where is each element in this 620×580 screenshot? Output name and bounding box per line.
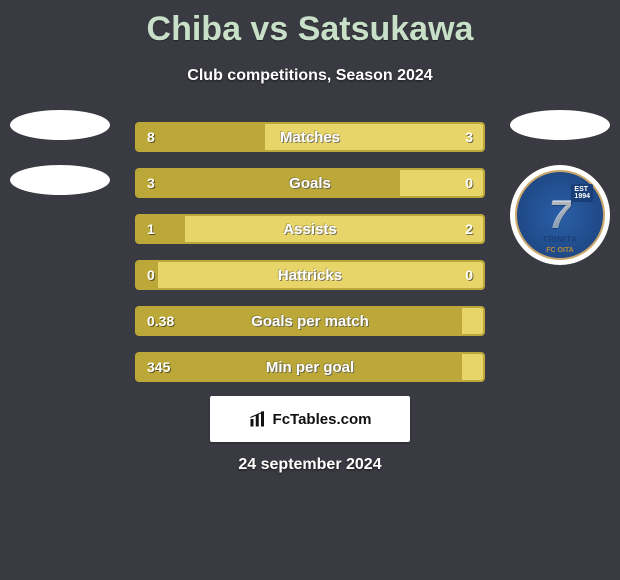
stat-label: Matches bbox=[137, 124, 483, 150]
avatar-placeholder-icon bbox=[10, 110, 110, 140]
stat-value-right: 0 bbox=[465, 170, 473, 196]
fctables-badge: FcTables.com bbox=[210, 396, 410, 442]
chart-icon bbox=[249, 410, 267, 428]
player-right: EST 1994 7 TRINITA FC OITA bbox=[510, 110, 610, 265]
stat-label: Goals per match bbox=[137, 308, 483, 334]
stat-label: Assists bbox=[137, 216, 483, 242]
crest-band-upper: TRINITA bbox=[523, 235, 597, 244]
stat-row: Hattricks0 0 bbox=[135, 260, 485, 290]
stat-row: Matches8 3 bbox=[135, 122, 485, 152]
player-left bbox=[10, 110, 110, 220]
stat-value-left: 0 bbox=[147, 262, 155, 288]
stat-label: Hattricks bbox=[137, 262, 483, 288]
fctables-label: FcTables.com bbox=[273, 411, 372, 428]
stat-row: Goals per match0.38 bbox=[135, 306, 485, 336]
stat-value-left: 345 bbox=[147, 354, 170, 380]
stat-value-left: 0.38 bbox=[147, 308, 174, 334]
date: 24 september 2024 bbox=[0, 456, 620, 474]
subtitle: Club competitions, Season 2024 bbox=[0, 67, 620, 85]
stat-value-right: 3 bbox=[465, 124, 473, 150]
stat-value-left: 3 bbox=[147, 170, 155, 196]
crest-number: 7 bbox=[549, 193, 571, 238]
crest-inner: EST 1994 7 TRINITA FC OITA bbox=[515, 170, 605, 260]
crest-est-text: EST bbox=[574, 186, 588, 193]
crest-est-label: EST 1994 bbox=[571, 184, 593, 202]
stat-label: Goals bbox=[137, 170, 483, 196]
crest-band-lower: FC OITA bbox=[523, 247, 597, 254]
avatar-placeholder-icon bbox=[510, 110, 610, 140]
avatar-placeholder-icon bbox=[10, 165, 110, 195]
crest-est-year: 1994 bbox=[574, 193, 590, 200]
stat-value-right: 2 bbox=[465, 216, 473, 242]
stat-value-right: 0 bbox=[465, 262, 473, 288]
stat-value-left: 8 bbox=[147, 124, 155, 150]
stats-bars: Matches83Goals30Assists12Hattricks00Goal… bbox=[135, 122, 485, 398]
stat-label: Min per goal bbox=[137, 354, 483, 380]
stat-value-left: 1 bbox=[147, 216, 155, 242]
stat-row: Min per goal345 bbox=[135, 352, 485, 382]
page-title: Chiba vs Satsukawa bbox=[0, 0, 620, 49]
stat-row: Goals3 0 bbox=[135, 168, 485, 198]
club-crest: EST 1994 7 TRINITA FC OITA bbox=[510, 165, 610, 265]
stat-row: Assists1 2 bbox=[135, 214, 485, 244]
